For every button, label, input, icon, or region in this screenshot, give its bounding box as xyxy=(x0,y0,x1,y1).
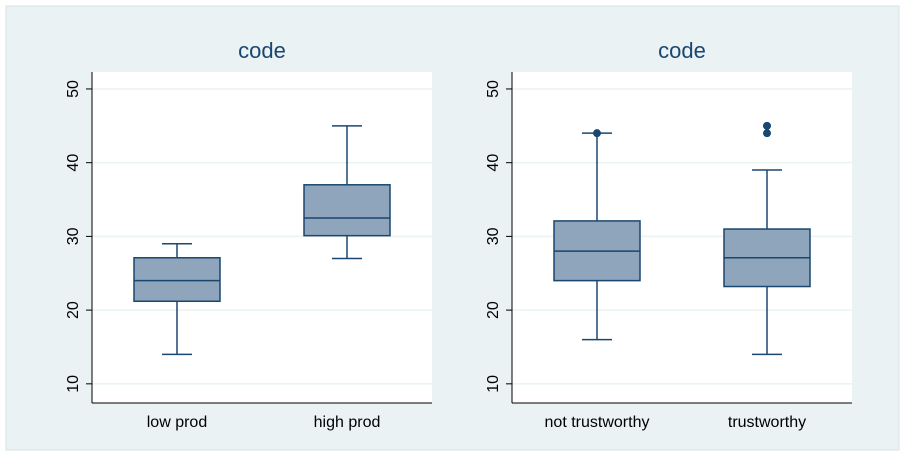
y-tick-label: 20 xyxy=(65,301,82,319)
y-tick-label: 20 xyxy=(485,301,502,319)
y-tick-label: 10 xyxy=(485,375,502,393)
y-tick-label: 40 xyxy=(65,154,82,172)
x-tick-label: not trustworthy xyxy=(545,414,650,431)
y-tick-label: 30 xyxy=(485,227,502,245)
outlier xyxy=(763,129,771,138)
chart-title: code xyxy=(238,38,286,63)
x-tick-label: trustworthy xyxy=(728,414,806,431)
outlier xyxy=(763,121,771,130)
y-tick-label: 10 xyxy=(65,375,82,393)
y-tick-label: 50 xyxy=(65,80,82,98)
x-tick-label: high prod xyxy=(314,414,381,431)
y-tick-label: 50 xyxy=(485,80,502,98)
plot-region xyxy=(92,72,432,403)
chart-title: code xyxy=(658,38,706,63)
outlier xyxy=(593,129,601,138)
y-tick-label: 30 xyxy=(65,227,82,245)
box xyxy=(303,184,391,237)
y-tick-label: 40 xyxy=(485,154,502,172)
box xyxy=(133,257,221,303)
x-tick-label: low prod xyxy=(147,414,207,431)
